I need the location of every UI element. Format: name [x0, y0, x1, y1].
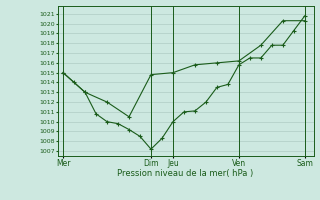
X-axis label: Pression niveau de la mer( hPa ): Pression niveau de la mer( hPa ): [117, 169, 254, 178]
